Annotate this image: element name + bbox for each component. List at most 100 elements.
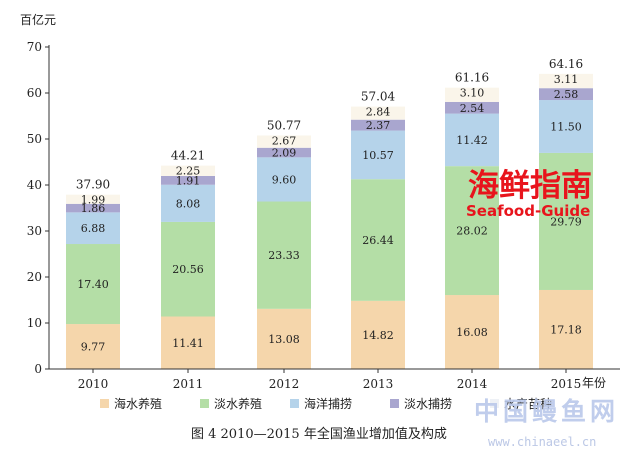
bar-segment — [66, 212, 120, 245]
bar-value-label: 13.08 — [268, 333, 300, 346]
bar-value-label: 11.41 — [172, 337, 204, 350]
bar-value-label: 9.77 — [81, 341, 106, 354]
y-tick-label: 10 — [27, 316, 42, 330]
bar-total-label: 57.04 — [361, 90, 396, 104]
bar-segment — [351, 300, 405, 369]
bar-value-label: 20.56 — [172, 263, 204, 276]
y-ticks: 0 10 20 30 40 50 60 70 — [27, 40, 49, 376]
bars-layer — [66, 73, 593, 369]
bar-value-label: 11.42 — [456, 134, 488, 147]
chart-title: 图 4 2010—2015 年全国渔业增加值及构成 — [191, 426, 447, 442]
legend-label: 淡水捕捞 — [404, 396, 452, 411]
y-tick-label: 0 — [34, 362, 42, 376]
bar-total-label: 44.21 — [171, 149, 205, 163]
y-tick-label: 40 — [27, 178, 42, 192]
x-tick-label: 2013 — [363, 377, 394, 391]
bar-value-label: 1.86 — [81, 202, 106, 215]
x-axis-label: 年份 — [582, 376, 606, 390]
bar-value-label: 2.25 — [176, 165, 201, 178]
y-tick-label: 60 — [27, 86, 42, 100]
bar-segment — [257, 308, 311, 369]
legend: 海水养殖 淡水养殖 海洋捕捞 淡水捕捞 水产苗种 — [100, 396, 552, 411]
bar-value-label: 17.40 — [77, 278, 109, 291]
x-tick-label: 2015 — [551, 377, 582, 391]
bar-value-label: 3.11 — [554, 73, 579, 86]
bar-segment — [66, 244, 120, 325]
bar-segment — [161, 184, 215, 222]
bar-total-label: 61.16 — [455, 71, 489, 85]
y-tick-label: 70 — [27, 40, 42, 54]
legend-label: 海洋捕捞 — [304, 396, 352, 411]
legend-swatch — [100, 399, 109, 408]
bar-segment — [257, 201, 311, 309]
bar-value-label: 6.88 — [81, 222, 106, 235]
legend-swatch — [390, 399, 399, 408]
bar-segment — [445, 101, 499, 114]
bar-segment — [66, 324, 120, 369]
bar-value-label: 2.54 — [460, 102, 485, 115]
bar-value-label: 8.08 — [176, 197, 201, 210]
bar-value-label: 29.79 — [550, 215, 582, 228]
x-tick-label: 2011 — [173, 377, 204, 391]
watermark-brand-en: Seafood-Guide — [466, 202, 590, 220]
bar-value-label: 17.18 — [550, 323, 582, 336]
y-tick-label: 30 — [27, 224, 42, 238]
bar-segment — [257, 157, 311, 202]
bar-value-label: 2.58 — [554, 88, 579, 101]
bar-segment — [66, 203, 120, 213]
x-tick-label: 2014 — [457, 377, 488, 391]
watermark-brand-cn: 海鲜指南 — [468, 168, 592, 204]
bar-segment — [351, 130, 405, 180]
bar-segment — [351, 119, 405, 131]
legend-swatch — [200, 399, 209, 408]
bar-total-label: 50.77 — [267, 118, 301, 132]
bar-value-label: 2.67 — [272, 134, 297, 147]
bar-total-label: 64.16 — [549, 57, 583, 71]
bar-segment — [66, 194, 120, 204]
x-tick-label: 2010 — [78, 377, 109, 391]
legend-swatch — [490, 399, 499, 408]
y-tick-label: 20 — [27, 270, 42, 284]
bar-segment — [257, 135, 311, 148]
bar-value-label: 3.10 — [460, 87, 485, 100]
bar-segment — [161, 165, 215, 176]
bar-value-label: 1.99 — [81, 194, 106, 207]
legend-label: 水产苗种 — [504, 397, 552, 411]
bar-segment — [539, 100, 593, 153]
legend-label: 淡水养殖 — [214, 396, 262, 411]
bar-value-label: 16.08 — [456, 326, 488, 339]
x-ticks: 2010 2011 2012 2013 2014 2015 — [78, 369, 582, 391]
legend-swatch — [290, 399, 299, 408]
bar-value-label: 2.37 — [366, 119, 391, 132]
bar-segment — [445, 87, 499, 102]
bar-segment — [161, 221, 215, 317]
labels-layer: 9.77 17.40 6.88 1.861.99 37.90 11.41 20.56 8.08… — [76, 57, 583, 354]
bar-segment — [351, 106, 405, 120]
bar-value-label: 9.60 — [272, 173, 297, 186]
bar-value-label: 10.57 — [362, 149, 394, 162]
x-tick-label: 2012 — [269, 377, 300, 391]
bar-value-label: 26.44 — [362, 234, 394, 247]
watermark-site-url: www.chinaeel.cn — [488, 435, 596, 449]
bar-segment — [539, 73, 593, 89]
bar-value-label: 28.02 — [456, 225, 488, 238]
bar-value-label: 2.09 — [272, 147, 297, 160]
bar-value-label: 2.84 — [366, 106, 391, 119]
bar-total-label: 37.90 — [76, 178, 110, 192]
bar-segment — [539, 88, 593, 101]
bar-segment — [539, 289, 593, 369]
bar-segment — [445, 295, 499, 369]
y-tick-label: 50 — [27, 132, 42, 146]
bar-segment — [445, 113, 499, 167]
bar-value-label: 14.82 — [362, 329, 394, 342]
legend-label: 海水养殖 — [114, 396, 162, 411]
bar-segment — [161, 175, 215, 185]
y-axis-label: 百亿元 — [20, 12, 56, 27]
bar-value-label: 1.91 — [176, 174, 201, 187]
bar-value-label: 23.33 — [268, 249, 300, 262]
bar-segment — [445, 166, 499, 296]
bar-segment — [161, 316, 215, 369]
bar-segment — [539, 152, 593, 290]
bar-value-label: 11.50 — [550, 120, 582, 133]
